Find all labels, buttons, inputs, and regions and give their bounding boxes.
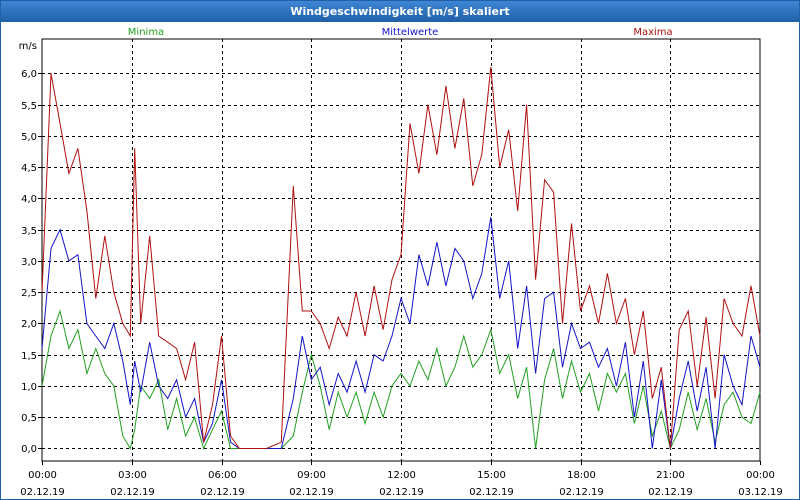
x-tick-date: 02.12.19 [110, 487, 155, 498]
x-tick-date: 03.12.19 [738, 487, 783, 498]
y-tick-label: 1,0 [21, 382, 37, 393]
y-tick-label: 5,5 [21, 101, 37, 112]
series-line-maxima [41, 67, 761, 449]
x-tick-time: 21:00 [656, 470, 685, 481]
y-tick-label: 1,5 [21, 351, 37, 362]
chart-title: Windgeschwindigkeit [m/s] skaliert [1, 1, 799, 22]
x-tick-time: 09:00 [297, 470, 326, 481]
series-line-mittelwerte [41, 217, 761, 449]
x-tick-date: 02.12.19 [379, 487, 424, 498]
x-tick-date: 02.12.19 [200, 487, 245, 498]
y-tick-label: 4,5 [21, 163, 37, 174]
x-tick-date: 02.12.19 [20, 487, 65, 498]
x-tick-time: 06:00 [208, 470, 237, 481]
y-tick-label: 6,0 [21, 69, 37, 80]
x-tick-time: 15:00 [477, 470, 506, 481]
legend-maxima: Maxima [633, 27, 672, 38]
x-tick-time: 00:00 [746, 470, 775, 481]
y-tick-label: 4,0 [21, 194, 37, 205]
y-axis-label: m/s [19, 41, 37, 52]
x-tick-date: 02.12.19 [469, 487, 514, 498]
y-tick-label: 3,0 [21, 257, 37, 268]
y-tick-label: 0,5 [21, 413, 37, 424]
y-tick-label: 2,0 [21, 319, 37, 330]
x-tick-date: 02.12.19 [559, 487, 604, 498]
legend-minima: Minima [128, 27, 164, 38]
x-tick-date: 02.12.19 [648, 487, 693, 498]
series-line-minima [41, 309, 761, 450]
x-tick-date: 02.12.19 [289, 487, 334, 498]
y-tick-label: 5,0 [21, 132, 37, 143]
x-tick-time: 18:00 [567, 470, 596, 481]
x-tick-time: 12:00 [387, 470, 416, 481]
y-tick-label: 0,0 [21, 444, 37, 455]
x-tick-time: 03:00 [118, 470, 147, 481]
y-tick-label: 3,5 [21, 226, 37, 237]
x-tick-time: 00:00 [28, 470, 57, 481]
y-tick-label: 2,5 [21, 288, 37, 299]
legend-mittelwerte: Mittelwerte [382, 27, 439, 38]
